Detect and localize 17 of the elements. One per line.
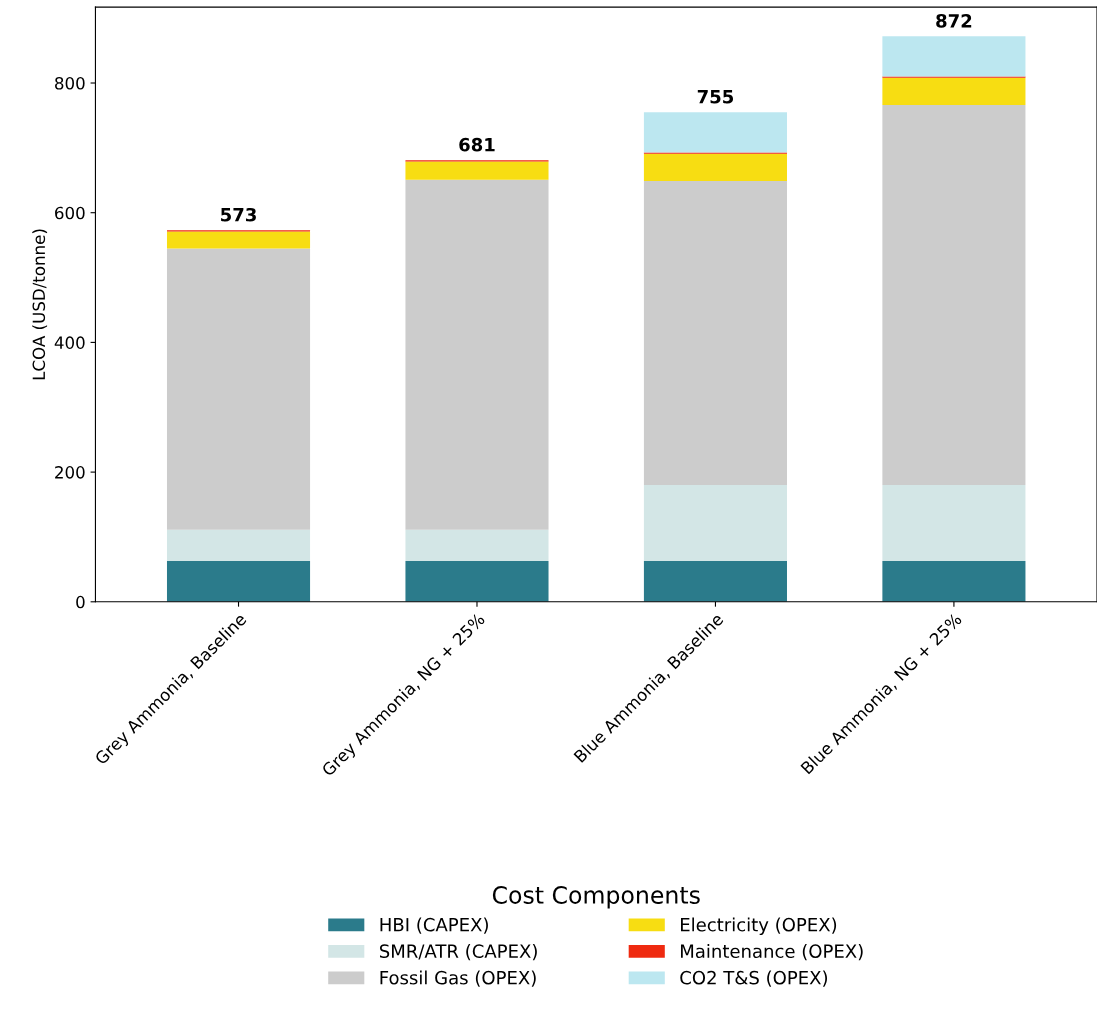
legend-label: CO2 T&S (OPEX) xyxy=(680,970,828,987)
legend-title: Cost Components xyxy=(492,886,700,909)
y-tick-label: 0 xyxy=(76,595,85,609)
legend-label: Maintenance (OPEX) xyxy=(681,944,863,961)
legend-label: HBI (CAPEX) xyxy=(380,917,488,934)
total-label: 872 xyxy=(936,13,972,28)
legend-label: SMR/ATR (CAPEX) xyxy=(379,944,537,961)
total-label: 573 xyxy=(221,207,256,222)
legend-label: Fossil Gas (OPEX) xyxy=(380,970,536,987)
y-tick-label: 200 xyxy=(55,466,85,479)
y-tick-label: 400 xyxy=(54,336,85,349)
legend-label: Electricity (OPEX) xyxy=(681,917,837,935)
y-axis-title: LCOA (USD/tonne) xyxy=(32,229,48,380)
total-label: 681 xyxy=(459,137,495,152)
y-tick-label: 600 xyxy=(55,206,85,220)
total-label: 755 xyxy=(697,90,734,104)
y-tick-label: 800 xyxy=(55,76,85,90)
